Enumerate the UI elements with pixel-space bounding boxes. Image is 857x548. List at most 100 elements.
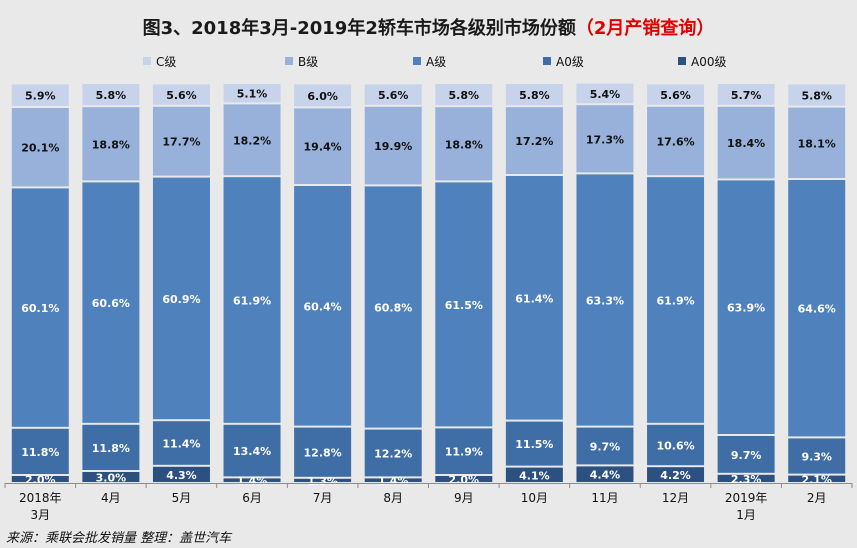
bar-column: 1.3% 12.8% 60.4% 19.4% 6.0% bbox=[294, 84, 352, 488]
data-label: 5.7% bbox=[731, 89, 762, 102]
data-label: 5.1% bbox=[237, 88, 268, 101]
bar-column: 1.4% 12.2% 60.8% 19.9% 5.6% bbox=[364, 84, 422, 488]
bar-segment bbox=[223, 424, 281, 477]
bar-segment bbox=[152, 177, 210, 420]
data-label: 6.0% bbox=[307, 90, 338, 103]
data-label: 2.1% bbox=[801, 473, 832, 486]
data-label: 5.8% bbox=[801, 90, 832, 103]
x-tick-label: 4月 bbox=[101, 491, 121, 505]
data-label: 9.7% bbox=[590, 441, 621, 454]
data-label: 60.1% bbox=[21, 302, 59, 315]
data-label: 2.3% bbox=[731, 473, 762, 486]
data-label: 5.6% bbox=[378, 89, 409, 102]
legend: C级 B级 A级 A0级 A00级 bbox=[143, 55, 726, 69]
bar-segment bbox=[788, 107, 846, 178]
data-label: 60.6% bbox=[92, 297, 130, 310]
bar-segment bbox=[152, 106, 210, 176]
legend-item: A0级 bbox=[543, 55, 584, 69]
data-label: 5.9% bbox=[25, 90, 56, 103]
bar-column: 3.0% 11.8% 60.6% 18.8% 5.8% bbox=[82, 84, 140, 485]
data-label: 17.2% bbox=[515, 135, 553, 148]
data-label: 2.0% bbox=[25, 474, 56, 487]
bar-segment bbox=[576, 427, 634, 465]
data-label: 19.9% bbox=[374, 140, 412, 153]
data-label: 61.5% bbox=[445, 299, 483, 312]
x-tick-label: 2018年 3月 bbox=[19, 491, 62, 522]
bar-segment bbox=[11, 428, 69, 474]
legend-item: C级 bbox=[143, 55, 176, 69]
legend-label: A级 bbox=[426, 55, 446, 69]
bar-segment bbox=[294, 186, 352, 426]
bar-segment bbox=[435, 476, 493, 482]
bar-column: 4.4% 9.7% 63.3% 17.3% 5.4% bbox=[576, 83, 634, 482]
data-label: 10.6% bbox=[656, 440, 694, 453]
bar-column: 2.0% 11.8% 60.1% 20.1% 5.9% bbox=[11, 84, 69, 487]
bar-column: 2.3% 9.7% 63.9% 18.4% 5.7% bbox=[717, 84, 775, 486]
bar-segment bbox=[11, 84, 69, 106]
x-tick-label: 7月 bbox=[313, 491, 333, 505]
bar-segment bbox=[788, 180, 846, 437]
bar-segment bbox=[294, 84, 352, 107]
bar-segment bbox=[435, 428, 493, 474]
bar-segment bbox=[223, 177, 281, 423]
bar-column: 4.1% 11.5% 61.4% 17.2% 5.8% bbox=[505, 84, 563, 482]
data-label: 17.3% bbox=[586, 133, 624, 146]
data-label: 17.7% bbox=[162, 136, 200, 149]
bar-segment bbox=[505, 84, 563, 106]
bar-segment bbox=[435, 107, 493, 181]
data-label: 11.4% bbox=[162, 438, 200, 451]
data-label: 61.4% bbox=[515, 292, 553, 305]
legend-item: A00级 bbox=[678, 55, 726, 69]
bar-column: 1.4% 13.4% 61.9% 18.2% 5.1% bbox=[223, 84, 281, 488]
bar-segment bbox=[223, 84, 281, 103]
bar-segment bbox=[647, 177, 705, 423]
x-tick-label: 6月 bbox=[242, 491, 262, 505]
data-label: 18.2% bbox=[233, 134, 271, 147]
bar-segment bbox=[294, 108, 352, 184]
x-tick-label: 12月 bbox=[662, 491, 689, 505]
chart-title: 图3、2018年3月-2019年2轿车市场各级别市场份额（2月产销查询） bbox=[0, 14, 857, 40]
legend-swatch bbox=[143, 57, 151, 65]
bar-segment bbox=[647, 424, 705, 466]
bar-segment bbox=[11, 476, 69, 482]
bar-segment bbox=[435, 84, 493, 106]
bar-segment bbox=[576, 105, 634, 173]
bar-segment bbox=[788, 438, 846, 474]
data-label: 18.4% bbox=[727, 137, 765, 150]
data-label: 17.6% bbox=[656, 136, 694, 149]
bar-segment bbox=[647, 467, 705, 482]
x-tick-label: 2019年 1月 bbox=[725, 491, 768, 522]
bar-segment bbox=[152, 466, 210, 482]
x-tick-label: 2月 bbox=[807, 491, 827, 505]
bar-segment bbox=[364, 429, 422, 477]
data-label: 60.9% bbox=[162, 293, 200, 306]
x-axis: 2018年 3月 4月 5月 6月 7月 8月 9月 10月 11月 12月 2019年 1月 2月 bbox=[4, 483, 853, 522]
data-label: 11.9% bbox=[445, 446, 483, 459]
data-label: 61.9% bbox=[233, 295, 271, 308]
bar-segment bbox=[435, 182, 493, 427]
legend-swatch bbox=[285, 57, 293, 65]
data-label: 63.9% bbox=[727, 302, 765, 315]
bar-segment bbox=[505, 176, 563, 420]
legend-label: A0级 bbox=[556, 55, 584, 69]
bar-segment bbox=[11, 108, 69, 187]
bar-column: 4.2% 10.6% 61.9% 17.6% 5.6% bbox=[647, 84, 705, 482]
data-label: 19.4% bbox=[304, 141, 342, 154]
bar-segment bbox=[717, 474, 775, 482]
bar-segment bbox=[717, 436, 775, 473]
bar-segment bbox=[647, 106, 705, 176]
bar-segment bbox=[576, 174, 634, 426]
data-label: 3.0% bbox=[96, 472, 127, 485]
data-label: 5.4% bbox=[590, 88, 621, 101]
bar-segment bbox=[82, 107, 140, 181]
data-label: 20.1% bbox=[21, 142, 59, 155]
data-label: 60.8% bbox=[374, 302, 412, 315]
data-label: 5.6% bbox=[660, 89, 691, 102]
bar-segment bbox=[82, 424, 140, 470]
data-label: 5.8% bbox=[519, 89, 550, 102]
bar-segment bbox=[294, 478, 352, 482]
chart-title-highlight: （2月产销查询） bbox=[575, 18, 715, 39]
chart-title-main: 图3、2018年3月-2019年2轿车市场各级别市场份额 bbox=[142, 18, 576, 39]
bar-column: 4.3% 11.4% 60.9% 17.7% 5.6% bbox=[152, 84, 210, 482]
data-label: 9.7% bbox=[731, 449, 762, 462]
